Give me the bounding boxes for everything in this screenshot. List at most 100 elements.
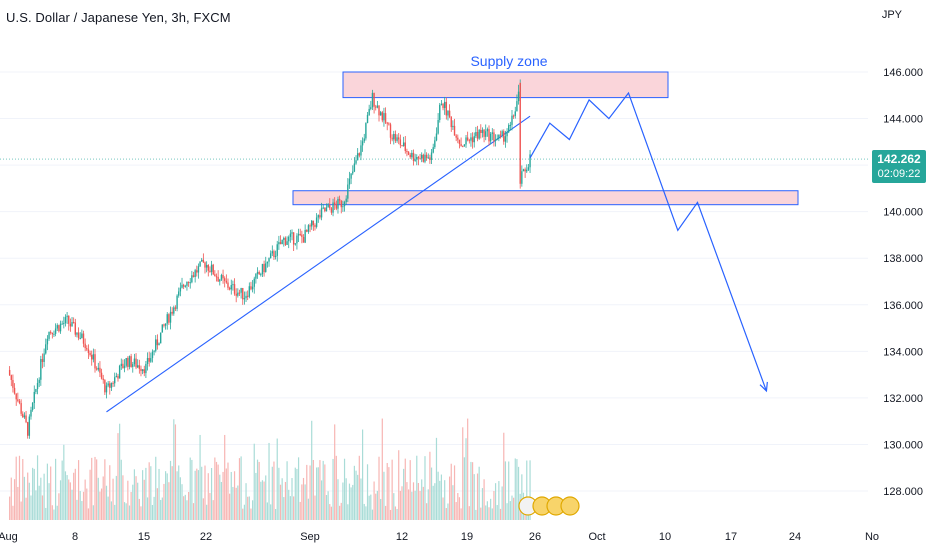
candle-body bbox=[82, 333, 85, 344]
candle-body bbox=[222, 274, 224, 279]
volume-bar bbox=[204, 465, 206, 520]
candle-body bbox=[212, 264, 214, 275]
volume-bar bbox=[416, 455, 418, 520]
volume-bar bbox=[224, 434, 226, 520]
volume-bar bbox=[222, 471, 224, 520]
x-tick-label: 17 bbox=[725, 531, 737, 543]
candle-body bbox=[404, 142, 406, 151]
volume-bar bbox=[135, 476, 137, 520]
candle-body bbox=[68, 315, 70, 324]
volume-bar bbox=[330, 506, 333, 520]
candle-body bbox=[40, 359, 42, 380]
volume-bar bbox=[317, 467, 319, 520]
volume-bar bbox=[465, 438, 467, 520]
x-tick-label: 12 bbox=[396, 531, 408, 543]
candle-body bbox=[284, 237, 287, 245]
volume-bar bbox=[255, 472, 257, 520]
volume-bar bbox=[250, 508, 252, 520]
volume-bar bbox=[412, 482, 415, 520]
candle-body bbox=[361, 141, 364, 146]
candle-body bbox=[243, 298, 246, 300]
volume-bar bbox=[150, 466, 152, 520]
candle-body bbox=[297, 233, 300, 236]
candle-body bbox=[61, 323, 63, 325]
volume-bar bbox=[373, 481, 375, 520]
candle-body bbox=[409, 154, 411, 158]
candle-body bbox=[112, 382, 114, 384]
volume-bar bbox=[22, 459, 24, 520]
candle-body bbox=[478, 129, 480, 139]
candle-body bbox=[381, 112, 383, 121]
volume-bar bbox=[442, 497, 444, 520]
volume-bar bbox=[463, 457, 465, 520]
volume-bar bbox=[227, 462, 229, 520]
projection-path bbox=[529, 91, 767, 392]
candle-body bbox=[109, 383, 111, 388]
volume-bar bbox=[155, 456, 157, 520]
volume-bar bbox=[271, 466, 273, 520]
volume-bar bbox=[82, 491, 85, 520]
candle-body bbox=[430, 152, 433, 160]
volume-bar bbox=[440, 474, 442, 520]
volume-bar bbox=[114, 504, 116, 520]
volume-bar bbox=[50, 466, 52, 520]
candle-body bbox=[104, 380, 106, 393]
candle-body bbox=[128, 356, 131, 367]
candle-body bbox=[350, 173, 352, 179]
candle-body bbox=[417, 157, 420, 159]
volume-bar bbox=[258, 461, 260, 520]
candle-body bbox=[450, 116, 452, 128]
volume-bar bbox=[447, 503, 449, 520]
candle-body bbox=[240, 288, 242, 293]
candle-body bbox=[187, 282, 190, 284]
volume-bar bbox=[348, 483, 351, 520]
volume-bar bbox=[353, 465, 355, 520]
volume-bar bbox=[191, 459, 193, 520]
volume-bar bbox=[406, 482, 408, 520]
volume-bar bbox=[23, 476, 26, 520]
volume-bar bbox=[393, 493, 395, 520]
volume-bar bbox=[173, 419, 175, 520]
candle-body bbox=[174, 307, 177, 309]
candle-body bbox=[473, 136, 475, 143]
volume-bar bbox=[143, 479, 145, 520]
volume-bar bbox=[163, 483, 165, 520]
candle-body bbox=[100, 372, 103, 379]
y-tick-label: 130.000 bbox=[883, 439, 923, 451]
candle-body bbox=[508, 125, 510, 133]
volume-bar bbox=[316, 467, 318, 520]
volume-bar bbox=[165, 471, 167, 520]
volume-bar bbox=[312, 459, 314, 520]
candle-body bbox=[302, 237, 305, 243]
candle-body bbox=[217, 276, 219, 282]
candle-body bbox=[122, 363, 124, 369]
volume-bar bbox=[148, 462, 150, 520]
volume-bar bbox=[212, 500, 214, 520]
x-tick-label: 8 bbox=[72, 531, 78, 543]
demand-zone-box bbox=[292, 190, 799, 206]
volume-bar bbox=[171, 466, 173, 520]
event-flags[interactable] bbox=[518, 496, 580, 516]
volume-bar bbox=[517, 466, 520, 520]
volume-bar bbox=[61, 460, 63, 520]
candle-body bbox=[306, 229, 308, 232]
candle-body bbox=[314, 224, 316, 227]
volume-bar bbox=[53, 509, 55, 520]
trendline bbox=[106, 115, 531, 413]
candle-body bbox=[391, 137, 393, 140]
volume-bar bbox=[488, 507, 490, 520]
x-tick-label: 19 bbox=[461, 531, 473, 543]
candle-body bbox=[416, 157, 418, 160]
candles bbox=[8, 79, 531, 439]
volume-bar bbox=[197, 470, 200, 520]
candle-body bbox=[483, 129, 485, 137]
candle-body bbox=[238, 292, 241, 294]
volume-bar bbox=[40, 477, 42, 520]
candle-body bbox=[294, 243, 296, 245]
volume-bar bbox=[371, 509, 374, 520]
candle-body bbox=[12, 379, 14, 388]
candle-body bbox=[485, 131, 487, 137]
volume-bar bbox=[138, 498, 140, 520]
event-coin-icon[interactable] bbox=[560, 496, 580, 516]
